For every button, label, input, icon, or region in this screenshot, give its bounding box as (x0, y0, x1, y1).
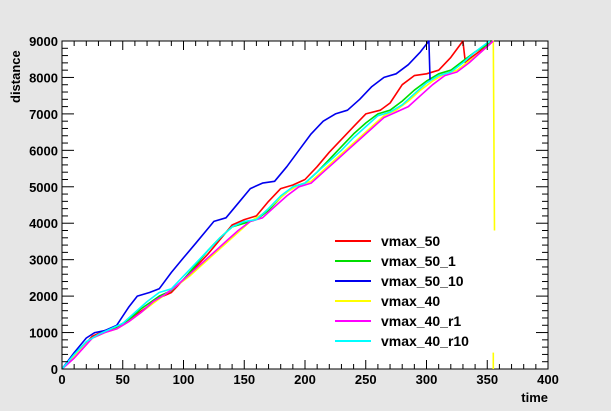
series-line-vmax_50_10 (61, 40, 431, 370)
plot-frame (61, 40, 549, 370)
legend-label-vmax_40_r10: vmax_40_r10 (381, 333, 469, 349)
x-tick-label: 200 (294, 372, 316, 387)
y-tick-label: 4000 (29, 216, 58, 231)
x-tick-label: 300 (416, 372, 438, 387)
y-tick-label: 9000 (29, 34, 58, 49)
y-axis-title: distance (8, 50, 23, 103)
legend-label-vmax_40_r1: vmax_40_r1 (381, 313, 461, 329)
x-tick-label: 50 (116, 372, 130, 387)
series-line-vmax_40_r1 (61, 40, 494, 370)
y-tick-label: 6000 (29, 143, 58, 158)
y-tick-label: 7000 (29, 107, 58, 122)
y-tick-label: 1000 (29, 326, 58, 341)
y-tick-label: 5000 (29, 180, 58, 195)
legend-label-vmax_50: vmax_50 (381, 233, 440, 249)
x-tick-label: 0 (58, 372, 65, 387)
series-layer (61, 40, 496, 370)
legend: vmax_50 vmax_50_1 vmax_50_10 vmax_40 vmax_40… (335, 233, 469, 349)
x-tick-label: 350 (476, 372, 498, 387)
legend-label-vmax_50_1: vmax_50_1 (381, 253, 456, 269)
y-tick-label: 3000 (29, 253, 58, 268)
x-tick-label: 150 (233, 372, 255, 387)
y-tick-label: 8000 (29, 70, 58, 85)
x-tick-label: 100 (173, 372, 195, 387)
y-tick-label: 2000 (29, 289, 58, 304)
x-axis-title: time (521, 390, 548, 405)
y-tick-label: 0 (51, 362, 58, 377)
x-tick-label: 250 (355, 372, 377, 387)
legend-label-vmax_50_10: vmax_50_10 (381, 273, 464, 289)
x-tick-label: 400 (537, 372, 559, 387)
series-line-vmax_40_r10 (61, 40, 491, 370)
legend-label-vmax_40: vmax_40 (381, 293, 440, 309)
axis-layer: 0 50 100 150 200 250 300 350 4000100020003000400… (29, 34, 559, 387)
